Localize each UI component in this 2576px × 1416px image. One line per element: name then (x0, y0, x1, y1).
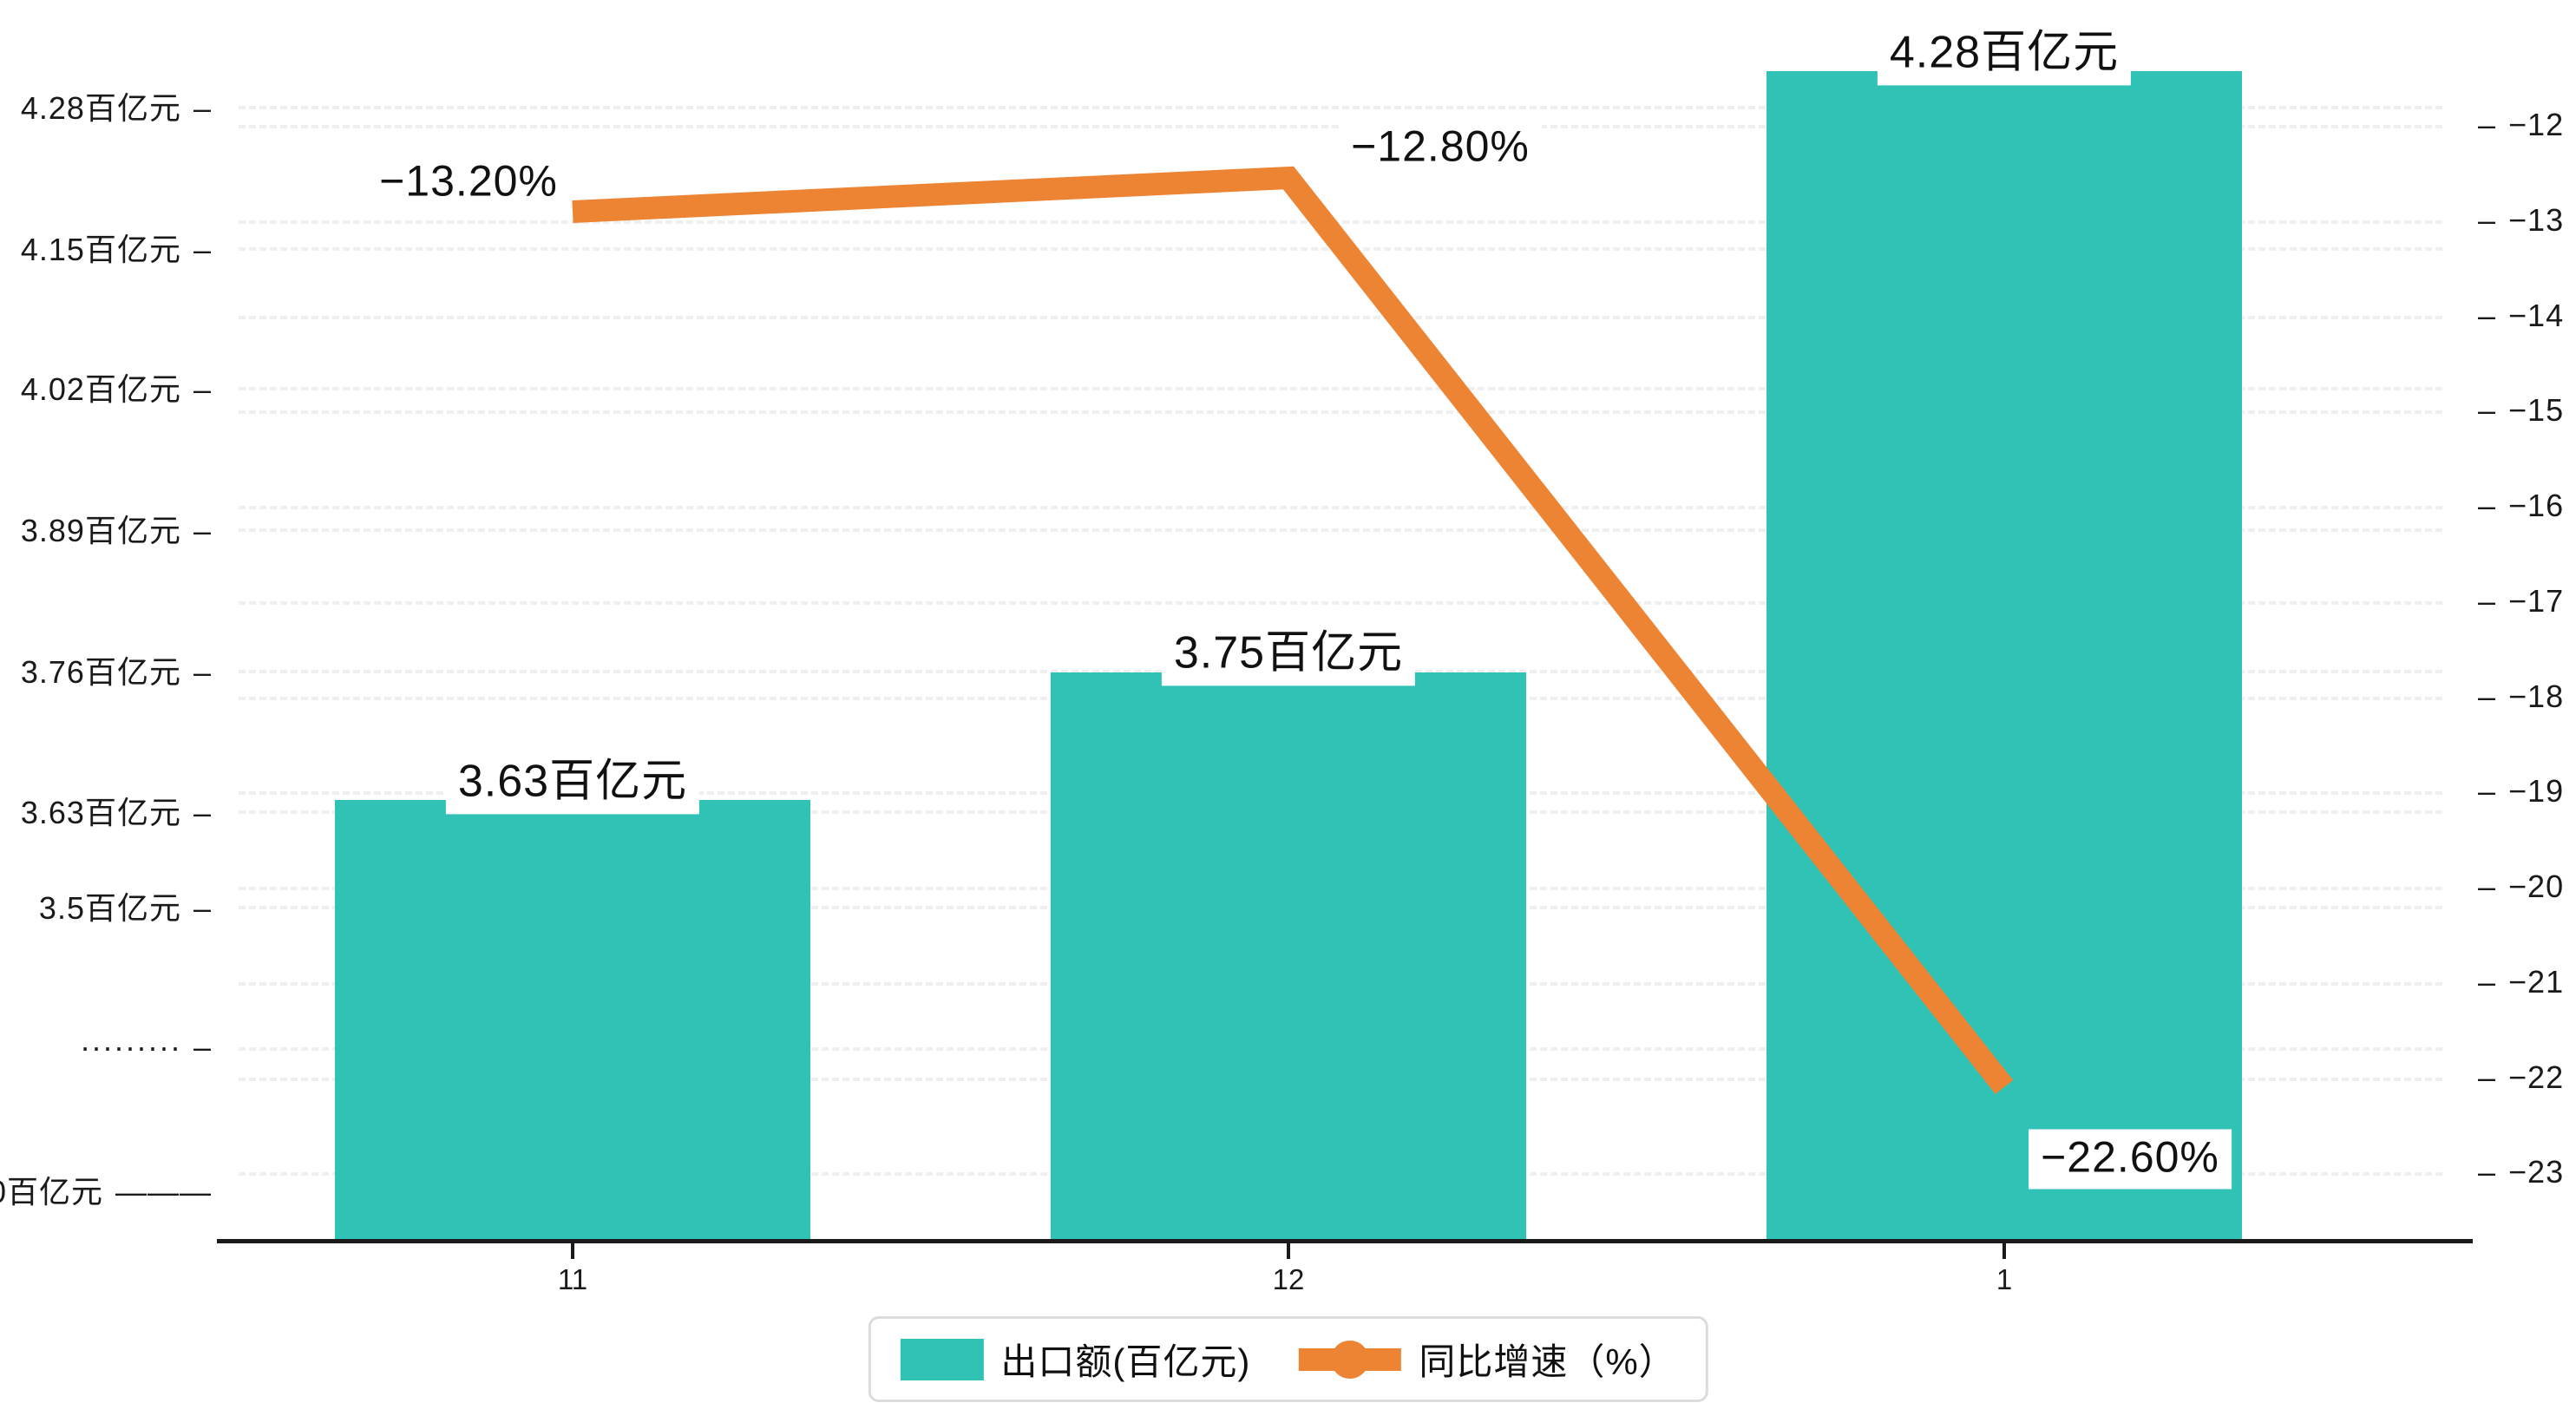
bar-11[interactable] (335, 800, 810, 1240)
right-tick-mark-icon: – (2478, 963, 2497, 1000)
left-tick-mark-icon: – (193, 1028, 212, 1065)
right-axis-tick-label: −19 (2508, 773, 2565, 810)
left-axis-tick-label: 4.28百亿元 (20, 90, 181, 127)
left-tick-mark-icon: – (193, 371, 212, 408)
left-axis-tick: 3.63百亿元 – (21, 788, 212, 833)
right-tick-mark-icon: – (2478, 392, 2497, 429)
left-axis-tick: 4.28百亿元 – (21, 83, 212, 128)
line-value-label: −12.80% (1339, 118, 1542, 178)
left-axis-tick-label: 4.15百亿元 (20, 232, 181, 268)
right-axis-tick-label: −17 (2508, 582, 2565, 619)
left-axis-tick: 3.89百亿元 – (21, 506, 212, 551)
line-value-label: −22.60% (2029, 1129, 2232, 1189)
left-axis-tick: 0百亿元 ——— (0, 1167, 212, 1212)
right-tick-mark-icon: – (2478, 1059, 2497, 1095)
bar-12[interactable] (1051, 672, 1526, 1240)
left-axis-tick: ········· – (80, 1029, 212, 1065)
right-axis-tick: – −16 (2478, 488, 2564, 524)
left-axis-tick: 3.76百亿元 – (21, 647, 212, 692)
right-axis-tick-label: −20 (2508, 869, 2565, 905)
bar-1[interactable] (1766, 71, 2242, 1240)
right-axis-tick: – −19 (2478, 773, 2564, 810)
right-tick-mark-icon: – (2478, 582, 2497, 619)
right-tick-mark-icon: – (2478, 869, 2497, 905)
right-axis-tick-label: −12 (2508, 107, 2565, 143)
right-tick-mark-icon: – (2478, 488, 2497, 524)
right-axis-tick: – −14 (2478, 298, 2564, 334)
right-axis-tick-label: −14 (2508, 297, 2565, 333)
left-axis-tick-label: 3.76百亿元 (20, 653, 181, 690)
chart-legend[interactable]: 出口额(百亿元) 同比增速（%） (868, 1316, 1708, 1402)
right-axis-tick: – −18 (2478, 678, 2564, 715)
line-value-label: −13.20% (367, 153, 570, 213)
right-axis-tick: – −13 (2478, 202, 2564, 239)
left-tick-mark-icon: – (193, 90, 212, 127)
bar-value-label: 4.28百亿元 (1877, 23, 2132, 85)
right-tick-mark-icon: – (2478, 773, 2497, 810)
right-axis-tick-label: −16 (2508, 488, 2565, 524)
left-axis-tick: 3.5百亿元 – (39, 883, 212, 928)
left-axis-tick-label: 3.63百亿元 (20, 795, 181, 831)
right-tick-mark-icon: – (2478, 201, 2497, 238)
right-tick-mark-icon: – (2478, 678, 2497, 714)
left-axis-tick-label: 4.02百亿元 (20, 371, 181, 408)
left-axis-tick-label: 3.89百亿元 (20, 512, 181, 548)
legend-label-line: 同比增速（%） (1419, 1341, 1676, 1382)
left-tick-mark-icon: – (193, 890, 212, 927)
x-axis-tick-label: 1 (1996, 1263, 2013, 1295)
right-tick-mark-icon: – (2478, 1154, 2497, 1190)
legend-label-bar: 出口额(百亿元) (1000, 1341, 1251, 1382)
left-axis-tick: 4.02百亿元 – (21, 364, 212, 410)
right-axis-tick: – −20 (2478, 869, 2564, 905)
x-axis-baseline (217, 1239, 2473, 1243)
legend-bar-swatch-icon (900, 1338, 984, 1380)
left-axis-tick-label: 0百亿元 (0, 1174, 103, 1210)
right-axis-tick-label: −23 (2508, 1154, 2565, 1190)
right-axis-tick-label: −15 (2508, 392, 2565, 429)
right-axis-tick: – −12 (2478, 107, 2564, 143)
bar-value-label: 3.63百亿元 (445, 752, 700, 814)
left-tick-mark-icon: – (193, 512, 212, 548)
left-tick-mark-icon: – (193, 232, 212, 268)
right-tick-mark-icon: – (2478, 107, 2497, 143)
x-axis-tick-mark-icon (1287, 1243, 1290, 1259)
right-axis-tick-label: −13 (2508, 201, 2565, 238)
right-axis-tick: – −15 (2478, 392, 2564, 429)
right-axis-tick: – −21 (2478, 964, 2564, 1000)
bar-value-label: 3.75百亿元 (1161, 624, 1416, 685)
x-axis-tick-label: 11 (557, 1263, 588, 1295)
gridline (239, 106, 2442, 110)
left-axis-tick-label: 3.5百亿元 (38, 890, 181, 927)
x-axis-tick-label: 12 (1272, 1263, 1305, 1295)
legend-line-swatch-icon (1299, 1339, 1402, 1380)
legend-item-bar[interactable]: 出口额(百亿元) (900, 1333, 1250, 1386)
legend-item-line[interactable]: 同比增速（%） (1299, 1333, 1675, 1386)
right-axis-tick-label: −22 (2508, 1059, 2565, 1095)
right-axis-tick-label: −21 (2508, 963, 2565, 1000)
legend-line-dot-icon (1331, 1340, 1370, 1379)
x-axis-tick-mark-icon (2002, 1243, 2006, 1259)
left-tick-mark-icon: – (193, 653, 212, 690)
left-axis-tick-label: ········· (80, 1028, 181, 1065)
right-axis-tick-label: −18 (2508, 678, 2565, 714)
right-axis-tick: – −23 (2478, 1154, 2564, 1190)
right-tick-mark-icon: – (2478, 297, 2497, 333)
left-axis-tick: 4.15百亿元 – (21, 225, 212, 270)
left-tick-mark-icon: ——— (115, 1174, 212, 1210)
left-tick-mark-icon: – (193, 795, 212, 831)
right-axis-tick: – −17 (2478, 583, 2564, 620)
right-axis-tick: – −22 (2478, 1059, 2564, 1096)
x-axis-tick-mark-icon (571, 1243, 574, 1259)
